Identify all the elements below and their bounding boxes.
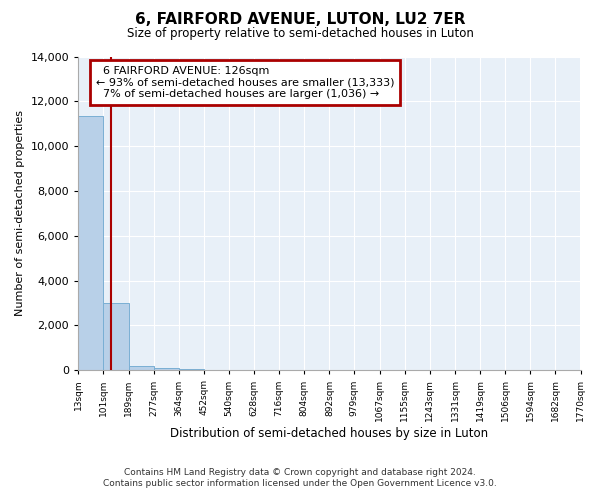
Bar xyxy=(179,369,204,370)
Bar xyxy=(78,116,103,370)
Text: Size of property relative to semi-detached houses in Luton: Size of property relative to semi-detach… xyxy=(127,28,473,40)
Bar xyxy=(154,368,179,370)
Bar xyxy=(103,303,128,370)
X-axis label: Distribution of semi-detached houses by size in Luton: Distribution of semi-detached houses by … xyxy=(170,427,488,440)
Bar xyxy=(128,366,154,370)
Text: Contains HM Land Registry data © Crown copyright and database right 2024.
Contai: Contains HM Land Registry data © Crown c… xyxy=(103,468,497,487)
Text: 6 FAIRFORD AVENUE: 126sqm
← 93% of semi-detached houses are smaller (13,333)
  7: 6 FAIRFORD AVENUE: 126sqm ← 93% of semi-… xyxy=(96,66,394,99)
Text: 6, FAIRFORD AVENUE, LUTON, LU2 7ER: 6, FAIRFORD AVENUE, LUTON, LU2 7ER xyxy=(135,12,465,28)
Y-axis label: Number of semi-detached properties: Number of semi-detached properties xyxy=(15,110,25,316)
